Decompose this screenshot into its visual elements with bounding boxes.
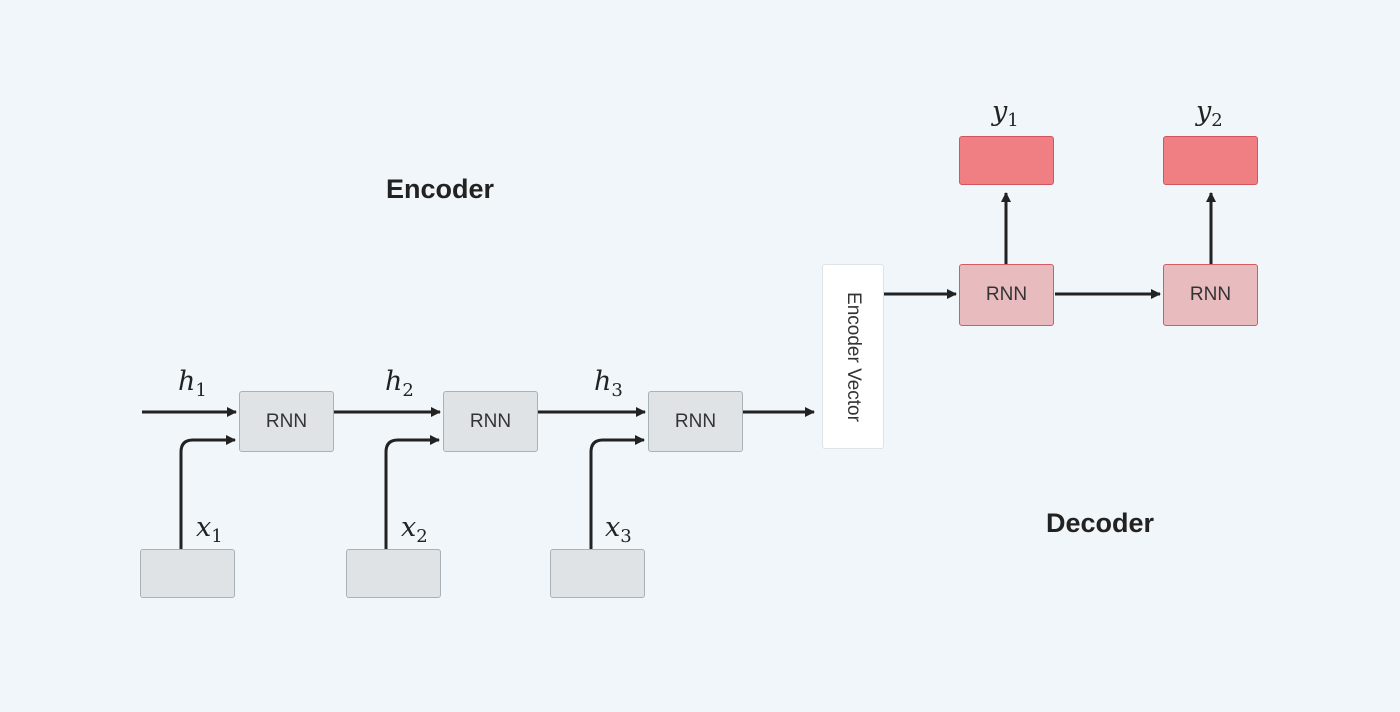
encoder-vector: Encoder Vector xyxy=(822,264,884,449)
h1-label: h1 xyxy=(178,366,207,401)
encoder-rnn-cell-2: RNN xyxy=(443,391,538,452)
encoder-title: Encoder xyxy=(386,174,495,204)
decoder-title: Decoder xyxy=(1046,508,1155,538)
output-box-1 xyxy=(959,136,1054,185)
output-box-2 xyxy=(1163,136,1258,185)
y2-label: y2 xyxy=(1196,96,1223,131)
h3-label: h3 xyxy=(594,366,623,401)
encoder-rnn-cell-1: RNN xyxy=(239,391,334,452)
encoder-vector-label: Encoder Vector xyxy=(843,291,865,422)
y1-label: y1 xyxy=(992,96,1019,131)
decoder-rnn-cell-2: RNN xyxy=(1163,264,1258,326)
input-box-2 xyxy=(346,549,441,598)
x3-label: x3 xyxy=(605,512,632,547)
input-box-1 xyxy=(140,549,235,598)
encoder-rnn-cell-3: RNN xyxy=(648,391,743,452)
x1-label: x1 xyxy=(196,512,223,547)
x2-arrow xyxy=(384,435,440,549)
x3-arrow xyxy=(589,435,645,549)
decoder-rnn-cell-1: RNN xyxy=(959,264,1054,326)
h2-label: h2 xyxy=(385,366,414,401)
x1-arrow xyxy=(179,435,236,549)
input-box-3 xyxy=(550,549,645,598)
x2-label: x2 xyxy=(401,512,428,547)
